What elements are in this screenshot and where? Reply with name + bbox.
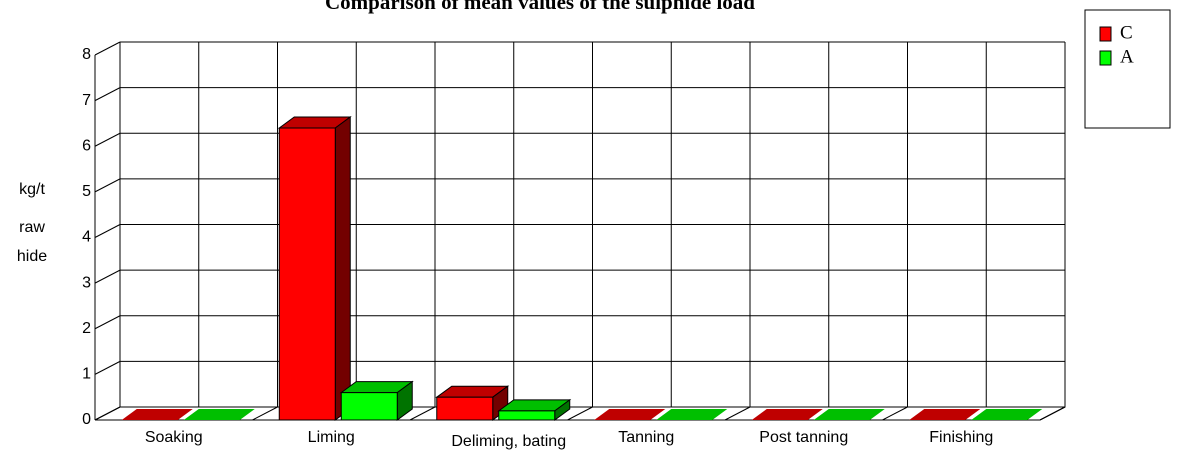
y-tick-label: 6 — [82, 137, 91, 154]
floor-line — [409, 406, 436, 421]
tick-mark — [94, 132, 121, 147]
y-tick-label: 3 — [82, 274, 91, 291]
y-tick-label: 1 — [82, 366, 91, 383]
bar-front — [340, 392, 398, 421]
bar-top — [909, 409, 981, 420]
bar — [594, 409, 666, 420]
y-axis-label: raw — [19, 219, 45, 236]
bar-front — [498, 410, 556, 421]
y-tick-label: 0 — [82, 411, 91, 428]
tick-mark — [94, 178, 121, 193]
bar — [751, 409, 823, 420]
bar — [121, 409, 193, 420]
bar — [813, 409, 885, 420]
bar — [971, 409, 1043, 420]
x-tick-label: Finishing — [929, 429, 993, 446]
legend-box — [1084, 9, 1171, 129]
bar — [656, 409, 728, 420]
chart-title: Comparison of mean values of the sulphid… — [325, 0, 755, 14]
x-tick-label: Soaking — [145, 429, 203, 446]
tick-mark — [94, 41, 121, 56]
legend-swatch — [1099, 26, 1112, 42]
bar — [277, 116, 352, 421]
y-tick-label: 7 — [82, 92, 91, 109]
legend-swatch — [1099, 50, 1112, 66]
floor-line — [252, 406, 278, 421]
y-axis-label: hide — [17, 248, 47, 265]
bar-top — [656, 409, 728, 420]
tick-mark — [94, 269, 121, 284]
tick-mark — [94, 224, 121, 238]
x-tick-label: Post tanning — [759, 429, 848, 446]
bar-top — [813, 409, 885, 420]
y-tick-label: 4 — [82, 229, 91, 246]
bar-front — [436, 396, 494, 421]
bar — [339, 380, 414, 421]
bar — [909, 409, 981, 420]
tick-mark — [94, 315, 121, 330]
bar — [497, 398, 572, 421]
tick-mark — [94, 87, 121, 102]
floor-line — [1039, 406, 1066, 421]
bar-side — [334, 116, 351, 421]
x-tick-label: Tanning — [618, 429, 674, 446]
legend-label: A — [1120, 46, 1134, 67]
floor-line — [567, 406, 593, 421]
y-tick-label: 5 — [82, 183, 91, 200]
bar-top — [121, 409, 193, 420]
bar-top — [751, 409, 823, 420]
floor-line — [882, 406, 908, 421]
x-tick-label: Deliming, bating — [451, 433, 566, 450]
tick-mark — [94, 360, 121, 375]
bar-top — [971, 409, 1043, 420]
y-tick-label: 8 — [82, 46, 91, 63]
bar-top — [183, 409, 255, 420]
bar — [435, 385, 510, 421]
tick-mark — [94, 406, 121, 421]
bar-front — [278, 127, 336, 421]
x-tick-label: Liming — [308, 429, 355, 446]
bar — [183, 409, 255, 420]
floor-line — [724, 406, 751, 421]
legend-label: C — [1120, 22, 1133, 43]
y-axis-label: kg/t — [19, 181, 45, 198]
y-tick-label: 2 — [82, 320, 91, 337]
bar-top — [594, 409, 666, 420]
